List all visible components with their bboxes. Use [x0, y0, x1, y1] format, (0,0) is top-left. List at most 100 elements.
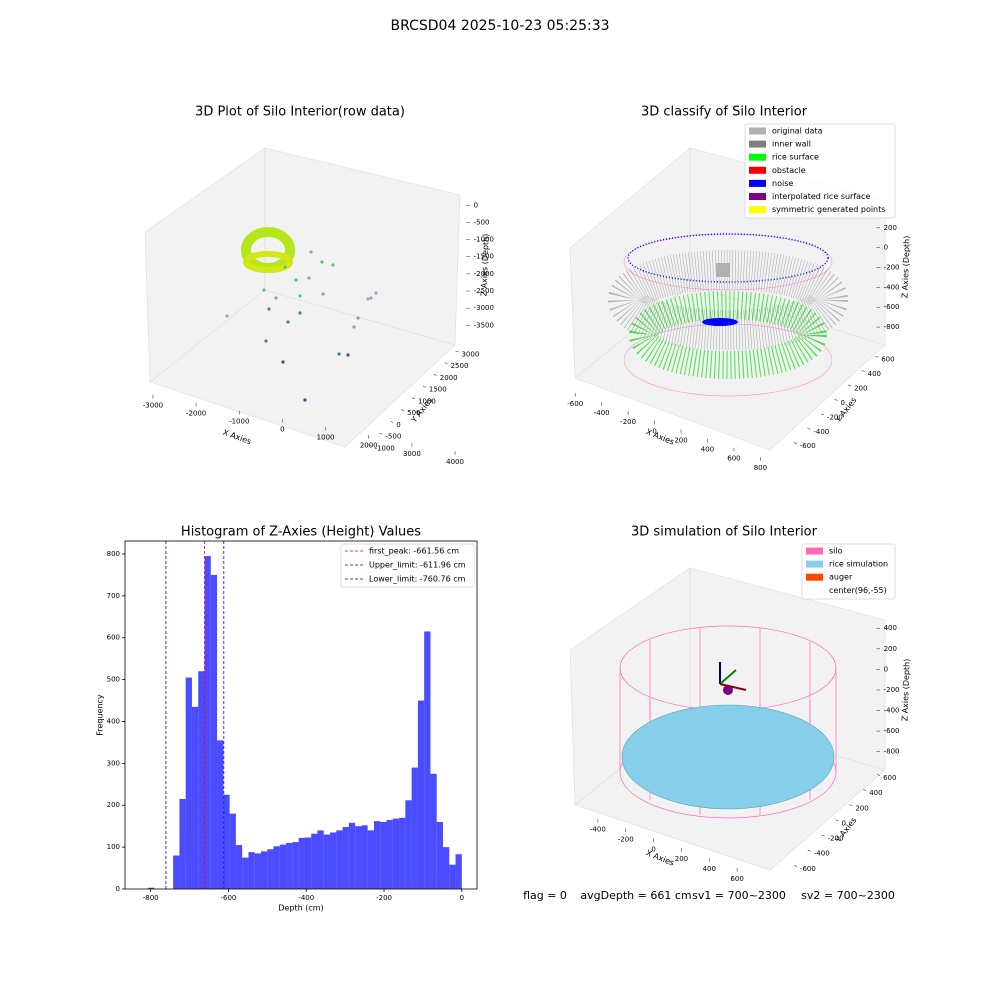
legend-label: rice surface: [772, 153, 819, 162]
legend-label: interpolated rice surface: [772, 192, 870, 201]
axes-3d: [144, 147, 461, 448]
bar: [411, 767, 418, 889]
bar: [342, 827, 349, 889]
bar: [373, 821, 381, 889]
legend-swatch: [806, 586, 823, 594]
x-tick-label: 0: [280, 426, 284, 434]
bar: [179, 798, 186, 889]
z-tick-label: -200: [884, 686, 900, 694]
y-tick-label: -200: [828, 835, 844, 843]
bar: [286, 842, 293, 889]
y-tick-mark: [807, 849, 811, 852]
bar: [392, 818, 400, 889]
legend-label: symmetric generated points: [772, 205, 885, 214]
x-tick-label: 0: [652, 427, 656, 435]
bar: [248, 852, 255, 889]
z-axis-label: Z Axies (Depth): [900, 236, 911, 299]
raw-points-decoration: [225, 227, 378, 402]
legend-swatch: [749, 153, 766, 161]
z-tick-label: -1000: [474, 236, 494, 244]
x-tick-label: -600: [567, 400, 583, 408]
bar: [424, 631, 431, 889]
y-tick-mark: [793, 864, 798, 867]
footer-text: sv1 = 700~2300: [692, 889, 786, 902]
x-tick-label: -600: [221, 894, 237, 902]
x-tick-label: -3000: [143, 402, 163, 410]
bar: [191, 706, 199, 889]
y-tick-label: 400: [107, 717, 120, 725]
bar: [217, 740, 224, 889]
x-tick-label: -400: [590, 826, 606, 834]
bar: [242, 857, 249, 889]
y-tick-label: 200: [855, 804, 868, 812]
x-tick-label: 0: [651, 845, 655, 853]
legend-label: silo: [829, 547, 843, 556]
bar: [210, 574, 218, 889]
y-tick-mark: [807, 427, 811, 430]
x-tick-label: -200: [618, 835, 634, 843]
suptitle: BRCSD04 2025-10-23 05:25:33: [390, 18, 609, 34]
axes-title: 3D Plot of Silo Interior(row data): [195, 105, 405, 120]
y-tick-label: 700: [107, 592, 120, 600]
z-tick-label: -3500: [474, 321, 494, 329]
y-tick-mark: [411, 397, 416, 400]
classify-decoration: [608, 233, 848, 397]
bar: [367, 830, 374, 889]
x-tick-label: 2000: [360, 442, 378, 450]
legend-box: [340, 543, 475, 588]
y-tick-mark: [820, 413, 825, 416]
y-tick-mark: [379, 432, 383, 435]
bar: [254, 853, 261, 889]
z-tick-label: 0: [884, 665, 888, 673]
y-tick-label: -500: [385, 433, 401, 441]
bar: [292, 842, 299, 889]
y-tick-mark: [835, 819, 839, 822]
bar: [355, 826, 362, 889]
x-tick-label: 200: [675, 855, 688, 863]
legend-swatch: [749, 166, 766, 174]
x-tick-label: -400: [594, 409, 610, 417]
legend-swatch: [749, 140, 766, 148]
x-tick-label: -1000: [229, 418, 249, 426]
z-tick-label: -1500: [474, 253, 494, 261]
bar: [436, 821, 444, 889]
bar: [311, 833, 318, 889]
bar: [399, 817, 406, 889]
bar: [443, 847, 450, 889]
bar: [279, 844, 287, 889]
bar: [449, 864, 456, 889]
y-tick-label: -600: [800, 865, 816, 873]
x-tick-label: 4000: [446, 458, 464, 466]
y-tick-label: 600: [881, 356, 894, 364]
z-axis-label: Z Axies (Depth): [479, 234, 490, 297]
y-tick-label: 100: [107, 843, 120, 851]
legend-swatch: [806, 547, 823, 555]
legend-swatch: [749, 179, 766, 187]
axes-title: 3D classify of Silo Interior: [641, 105, 808, 120]
axes-title: Histogram of Z-Axies (Height) Values: [181, 525, 421, 540]
legend-label: rice simulation: [829, 560, 888, 569]
bar: [273, 846, 280, 889]
legend-label: obstacle: [772, 166, 806, 175]
y-tick-mark: [849, 804, 853, 807]
z-axis-label: Z Axies (Depth): [900, 659, 911, 722]
charts: flag = 0 avgDepth = 661 cm sv1 = 700~2300 s…: [96, 105, 912, 913]
legend-label: Lower_limit: -760.76 cm: [369, 575, 466, 584]
bar: [304, 837, 312, 889]
y-tick-mark: [368, 444, 372, 447]
y-tick-label: 0: [842, 819, 846, 827]
x-tick-label: 0: [460, 894, 464, 902]
bar: [348, 822, 356, 889]
legend-label: Upper_limit: -611.96 cm: [369, 561, 466, 570]
y-tick-label: 600: [883, 774, 896, 782]
z-tick-label: -600: [884, 303, 900, 311]
y-tick-mark: [821, 834, 825, 837]
y-axis-label: Frequency: [96, 694, 105, 736]
z-tick-label: -600: [884, 727, 900, 735]
bar: [229, 813, 236, 889]
y-tick-mark: [847, 384, 852, 387]
y-tick-label: 200: [107, 801, 120, 809]
bar: [380, 821, 387, 889]
bar: [260, 851, 268, 889]
z-tick-label: -500: [474, 218, 490, 226]
